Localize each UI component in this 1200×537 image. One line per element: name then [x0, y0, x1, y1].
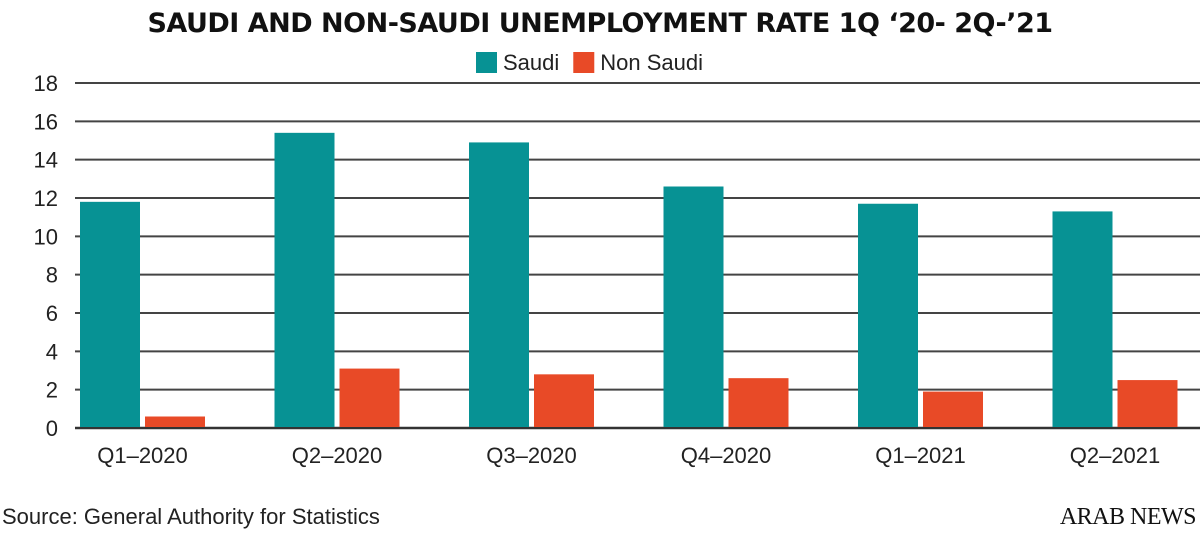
y-tick-label: 0: [46, 416, 58, 441]
source-note: Source: General Authority for Statistics: [2, 504, 380, 529]
bar-saudi: [80, 201, 140, 427]
bar-non-saudi: [923, 391, 983, 427]
category-labels: Q1–2020 Q2–2020 Q3–2020 Q4–2020 Q1–2021 Q2–20…: [97, 443, 1160, 468]
chart-title: SAUDI AND NON-SAUDI UNEMPLOYMENT RATE 1Q…: [147, 8, 1052, 39]
bar-saudi: [663, 186, 724, 427]
x-tick-label: Q1–2021: [875, 443, 966, 468]
arab-news-logo: ARAB NEWS: [1060, 504, 1196, 530]
bars: [80, 132, 1178, 428]
bar-saudi: [1052, 211, 1113, 427]
bar-saudi: [858, 203, 918, 427]
y-tick-label: 10: [34, 224, 58, 249]
legend: Saudi Non Saudi: [476, 50, 703, 75]
x-tick-label: Q2–2021: [1070, 443, 1161, 468]
legend-label: Non Saudi: [600, 50, 703, 75]
y-tick-label: 8: [46, 263, 58, 288]
y-tick-label: 4: [46, 339, 58, 364]
bar-non-saudi: [145, 416, 205, 427]
x-tick-label: Q1–2020: [97, 443, 188, 468]
bar-non-saudi: [1117, 380, 1178, 427]
legend-swatch: [476, 52, 497, 73]
bar-non-saudi: [339, 368, 400, 427]
y-tick-label: 14: [34, 148, 58, 173]
x-tick-label: Q4–2020: [681, 443, 772, 468]
y-tick-label: 16: [34, 109, 58, 134]
bar-non-saudi: [728, 378, 789, 427]
y-tick-label: 6: [46, 301, 58, 326]
gridlines: 0 2 4 6 8 10 12 14 16 18: [34, 71, 1200, 441]
y-tick-label: 18: [34, 71, 58, 96]
x-tick-label: Q3–2020: [486, 443, 577, 468]
bar-saudi: [274, 132, 335, 428]
legend-label: Saudi: [503, 50, 559, 75]
x-tick-label: Q2–2020: [292, 443, 383, 468]
y-tick-label: 2: [46, 378, 58, 403]
legend-swatch: [573, 52, 595, 73]
bar-saudi: [469, 142, 529, 427]
y-tick-label: 12: [34, 186, 58, 211]
bar-non-saudi: [534, 374, 594, 427]
